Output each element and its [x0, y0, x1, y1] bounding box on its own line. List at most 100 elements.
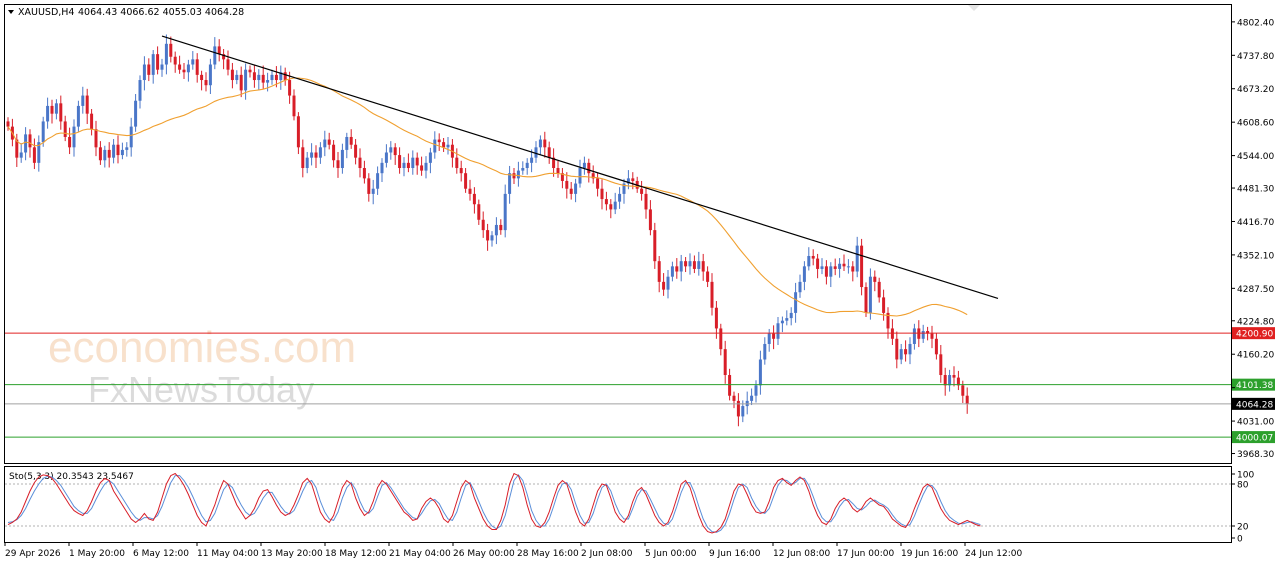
candle: [754, 380, 758, 403]
candle-body: [578, 168, 582, 184]
candle: [886, 307, 890, 339]
candle-body: [512, 173, 516, 179]
candle-body: [943, 375, 947, 386]
candle-body: [178, 64, 182, 70]
candle-body: [367, 178, 371, 194]
symbol-dropdown-icon[interactable]: [8, 10, 14, 14]
resistance-label-bg: [1232, 327, 1275, 340]
candle-body: [556, 168, 560, 174]
candle: [908, 337, 912, 365]
candle: [354, 139, 358, 165]
candle-body: [714, 307, 718, 329]
resistance-label: 4200.90: [1236, 330, 1273, 340]
candle-body: [230, 69, 234, 81]
candle-body: [389, 147, 393, 153]
candle-body: [327, 139, 331, 145]
candle-body: [521, 168, 525, 171]
candle: [76, 100, 80, 132]
candle-body: [398, 155, 402, 169]
x-tick-label: 6 May 12:00: [133, 549, 189, 559]
candle: [816, 253, 820, 279]
candle-body: [464, 173, 468, 189]
candle: [560, 168, 564, 189]
candle: [428, 147, 432, 174]
candle: [112, 139, 116, 164]
candle: [556, 160, 560, 178]
candle-body: [472, 193, 476, 205]
candle-body: [292, 95, 296, 117]
candle-body: [477, 204, 481, 220]
x-tick-label: 9 Jun 16:00: [709, 549, 761, 559]
candle-body: [767, 333, 771, 344]
candle-body: [59, 103, 63, 122]
stoch-panel-frame: [4, 466, 1232, 543]
candle: [538, 135, 542, 156]
candle-body: [305, 157, 309, 169]
candle-body: [376, 173, 380, 189]
candle-body: [19, 152, 23, 158]
candle-body: [134, 100, 138, 127]
candle: [662, 273, 666, 296]
candle: [59, 95, 63, 130]
candle: [235, 70, 239, 85]
candle: [530, 149, 534, 173]
candle-body: [552, 157, 556, 169]
candle: [85, 88, 89, 125]
candle-body: [94, 129, 98, 148]
candle-body: [780, 320, 784, 324]
candle-body: [908, 343, 912, 355]
candle-body: [582, 162, 586, 169]
candle-body: [882, 297, 886, 313]
candle-body: [631, 178, 635, 181]
candle-body: [213, 46, 217, 65]
candle: [939, 345, 943, 383]
candle-body: [107, 149, 111, 158]
scroll-indicator-icon[interactable]: [968, 5, 980, 11]
candle-body: [239, 74, 243, 91]
candle-body: [164, 43, 168, 65]
candle-body: [833, 266, 837, 269]
candle-body: [468, 188, 472, 194]
candle-body: [340, 149, 344, 169]
candle: [398, 147, 402, 174]
candle-body: [648, 209, 652, 231]
candle-body: [266, 80, 270, 83]
candle: [670, 261, 674, 282]
candle-body: [362, 168, 366, 179]
candle: [833, 258, 837, 276]
candle: [349, 129, 353, 149]
candle-body: [640, 188, 644, 194]
candle-body: [591, 173, 595, 179]
candle: [688, 253, 692, 275]
support-2-label: 4000.07: [1236, 434, 1273, 444]
candle-body: [538, 139, 542, 148]
candle-body: [956, 377, 960, 386]
candle-body: [921, 331, 925, 339]
x-tick-label: 5 Jun 00:00: [645, 549, 697, 559]
candle-body: [807, 255, 811, 267]
x-tick-label: 26 May 00:00: [453, 549, 515, 559]
x-tick-label: 17 Jun 00:00: [837, 549, 894, 559]
candle-body: [244, 69, 248, 91]
candle-body: [323, 139, 327, 148]
candle-body: [855, 245, 859, 272]
candle-body: [503, 193, 507, 231]
candle-body: [442, 142, 446, 148]
candle-body: [763, 343, 767, 360]
candle-body: [904, 349, 908, 355]
candle: [477, 199, 481, 225]
candle-body: [785, 318, 789, 321]
candle-body: [142, 64, 146, 81]
y-tick-label: 4352.10: [1237, 251, 1274, 261]
candle-body: [829, 266, 833, 277]
candle: [318, 142, 322, 164]
candle-body: [274, 74, 278, 81]
candle: [618, 187, 622, 209]
candle-body: [842, 263, 846, 267]
candle: [54, 99, 58, 120]
candle-body: [151, 54, 155, 75]
candle: [411, 150, 415, 175]
candle-body: [41, 121, 45, 143]
symbol-label[interactable]: XAUUSD,H4: [18, 7, 74, 18]
